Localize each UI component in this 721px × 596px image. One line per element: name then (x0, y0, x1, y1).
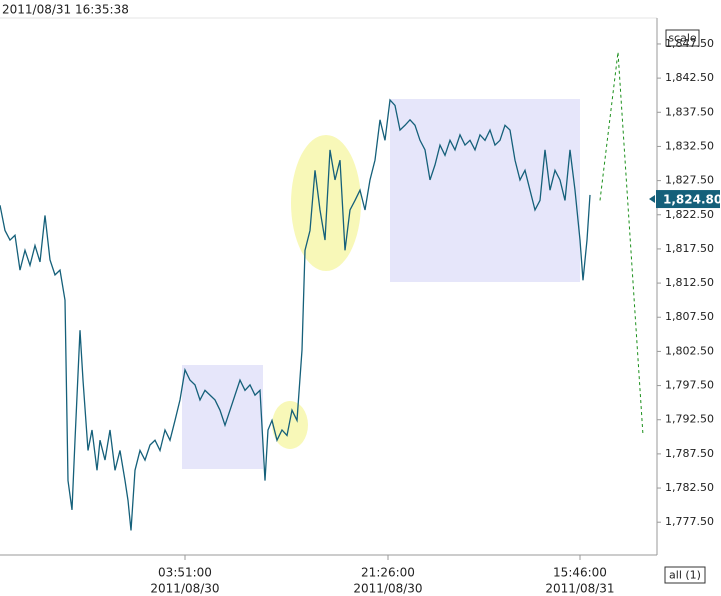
y-tick-label: 1,822.50 (665, 208, 714, 221)
all-label[interactable]: all (1) (669, 569, 701, 582)
highlight-ellipse (291, 135, 361, 271)
last-price-box (656, 190, 720, 209)
highlight-box (390, 99, 580, 282)
x-tick-date: 2011/08/31 (545, 582, 614, 596)
y-tick-label: 1,847.50 (665, 37, 714, 50)
scale-button[interactable]: scale (665, 29, 700, 47)
y-tick-label: 1,797.50 (665, 379, 714, 392)
all-button[interactable]: all (1) (664, 566, 706, 584)
x-tick-label: 03:51:00 (158, 566, 212, 580)
y-tick-label: 1,777.50 (665, 515, 714, 528)
y-tick-label: 1,802.50 (665, 344, 714, 357)
price-line (0, 98, 591, 531)
x-tick-label: 15:46:00 (553, 566, 607, 580)
last-price-pointer (649, 195, 655, 204)
y-tick-label: 1,842.50 (665, 71, 714, 84)
highlight-ellipse (272, 401, 308, 449)
y-tick-label: 1,812.50 (665, 276, 714, 289)
x-tick-date: 2011/08/30 (353, 582, 422, 596)
y-tick-label: 1,832.50 (665, 139, 714, 152)
last-price-label: 1,824.80 (663, 193, 721, 207)
price-line (599, 52, 644, 436)
y-tick-label: 1,827.50 (665, 174, 714, 187)
y-tick-label: 1,782.50 (665, 481, 714, 494)
y-tick-label: 1,837.50 (665, 105, 714, 118)
y-tick-label: 1,792.50 (665, 413, 714, 426)
plot (0, 52, 644, 531)
y-tick-label: 1,787.50 (665, 447, 714, 460)
timestamp: 2011/08/31 16:35:38 (2, 3, 129, 17)
y-tick-label: 1,817.50 (665, 242, 714, 255)
x-tick-label: 21:26:00 (361, 566, 415, 580)
y-tick-label: 1,807.50 (665, 310, 714, 323)
scale-label[interactable]: scale (668, 32, 697, 45)
x-tick-date: 2011/08/30 (150, 582, 219, 596)
